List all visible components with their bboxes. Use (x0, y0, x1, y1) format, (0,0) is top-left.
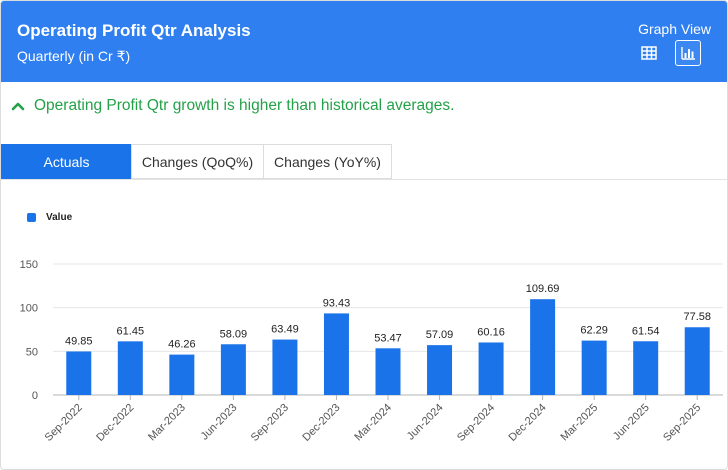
x-tick-label: Jun-2024 (405, 402, 446, 443)
value-label: 60.16 (477, 326, 505, 338)
value-label: 109.69 (526, 283, 560, 295)
x-tick-label: Jun-2025 (611, 402, 652, 443)
card-subtitle: Quarterly (in Cr ₹) (17, 48, 131, 64)
value-label: 57.09 (426, 329, 454, 341)
x-tick-label: Jun-2023 (199, 402, 240, 443)
bar[interactable] (427, 345, 453, 395)
bar[interactable] (169, 354, 195, 395)
legend-swatch (27, 213, 36, 222)
bar[interactable] (375, 348, 401, 395)
value-label: 62.29 (580, 325, 608, 337)
chart-tabs: Actuals Changes (QoQ%) Changes (YoY%) (1, 144, 727, 180)
bar[interactable] (66, 351, 92, 395)
bar-chart-icon (681, 47, 695, 60)
x-tick-label: Dec-2022 (94, 402, 136, 444)
bar[interactable] (633, 341, 659, 395)
x-tick-label: Sep-2022 (43, 402, 85, 444)
tab-actuals[interactable]: Actuals (1, 144, 132, 179)
graph-view-label: Graph View (638, 21, 711, 37)
x-tick-label: Dec-2023 (300, 402, 342, 444)
y-tick-label: 150 (20, 259, 38, 271)
tab-changes-yoy[interactable]: Changes (YoY%) (263, 144, 392, 179)
x-tick-label: Mar-2023 (146, 402, 188, 444)
bar[interactable] (272, 339, 298, 395)
tab-changes-qoq[interactable]: Changes (QoQ%) (131, 144, 264, 179)
card-header: Operating Profit Qtr Analysis Quarterly … (1, 1, 727, 82)
x-tick-label: Sep-2023 (249, 402, 291, 444)
bar[interactable] (323, 313, 349, 395)
y-tick-label: 50 (26, 346, 38, 358)
legend-label: Value (46, 212, 73, 223)
x-tick-label: Mar-2025 (559, 402, 601, 444)
value-label: 61.45 (117, 325, 145, 337)
bar[interactable] (530, 299, 556, 395)
x-tick-label: Dec-2024 (507, 402, 549, 444)
y-tick-label: 0 (32, 390, 38, 402)
value-label: 61.54 (632, 325, 660, 337)
bar[interactable] (581, 340, 607, 395)
value-label: 63.49 (271, 324, 299, 336)
y-tick-label: 100 (20, 303, 38, 315)
graph-view-button[interactable] (675, 40, 701, 66)
bar-chart: 0 50 100 150 49.85 Sep-2022 61.45 Dec-2022 46.26… (20, 259, 723, 444)
value-label: 49.85 (65, 335, 93, 347)
value-label: 77.58 (683, 311, 711, 323)
bar[interactable] (117, 341, 143, 395)
bar[interactable] (478, 342, 504, 395)
bar[interactable] (220, 344, 246, 395)
insight-text: Operating Profit Qtr growth is higher th… (34, 97, 455, 114)
bar[interactable] (684, 327, 710, 395)
value-label: 46.26 (168, 339, 196, 351)
insight-message: Operating Profit Qtr growth is higher th… (11, 97, 454, 115)
x-tick-label: Mar-2024 (352, 402, 394, 444)
chart-legend[interactable]: Value (27, 212, 72, 223)
table-view-button[interactable] (637, 41, 661, 65)
x-tick-label: Sep-2025 (661, 402, 703, 444)
value-label: 58.09 (220, 328, 248, 340)
card-title: Operating Profit Qtr Analysis (17, 21, 251, 40)
value-label: 53.47 (374, 332, 402, 344)
value-label: 93.43 (323, 297, 351, 309)
x-tick-label: Sep-2024 (455, 402, 497, 444)
table-grid-icon (641, 46, 657, 60)
chevron-up-icon (11, 102, 25, 111)
